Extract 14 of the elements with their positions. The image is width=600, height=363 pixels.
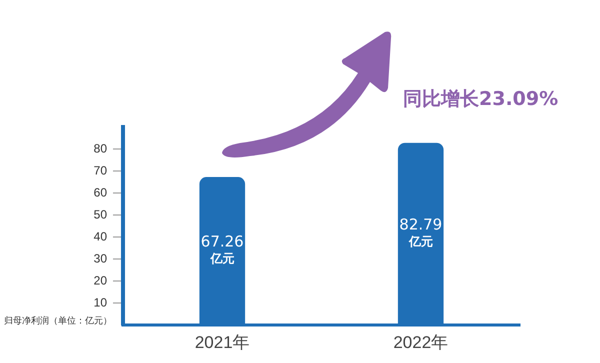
y-tick-label: 50 <box>94 207 108 222</box>
data-label: 82.79亿元 <box>399 215 442 249</box>
y-tick-label: 40 <box>94 229 108 244</box>
x-tick-label: 2021年 <box>194 332 250 352</box>
y-tick-label: 20 <box>94 273 108 288</box>
y-tick-label: 10 <box>94 295 108 310</box>
text: 同比增长23.09% <box>403 87 558 112</box>
y-tick-label: 70 <box>94 163 108 178</box>
y-axis-title: 归母净利润（单位：亿元） <box>4 315 112 326</box>
y-tick-label: 80 <box>94 141 108 156</box>
y-tick-label: 60 <box>94 185 108 200</box>
y-tick-label: 30 <box>94 251 108 266</box>
data-label: 67.26亿元 <box>200 232 244 266</box>
x-tick-label: 2022年 <box>393 332 448 352</box>
